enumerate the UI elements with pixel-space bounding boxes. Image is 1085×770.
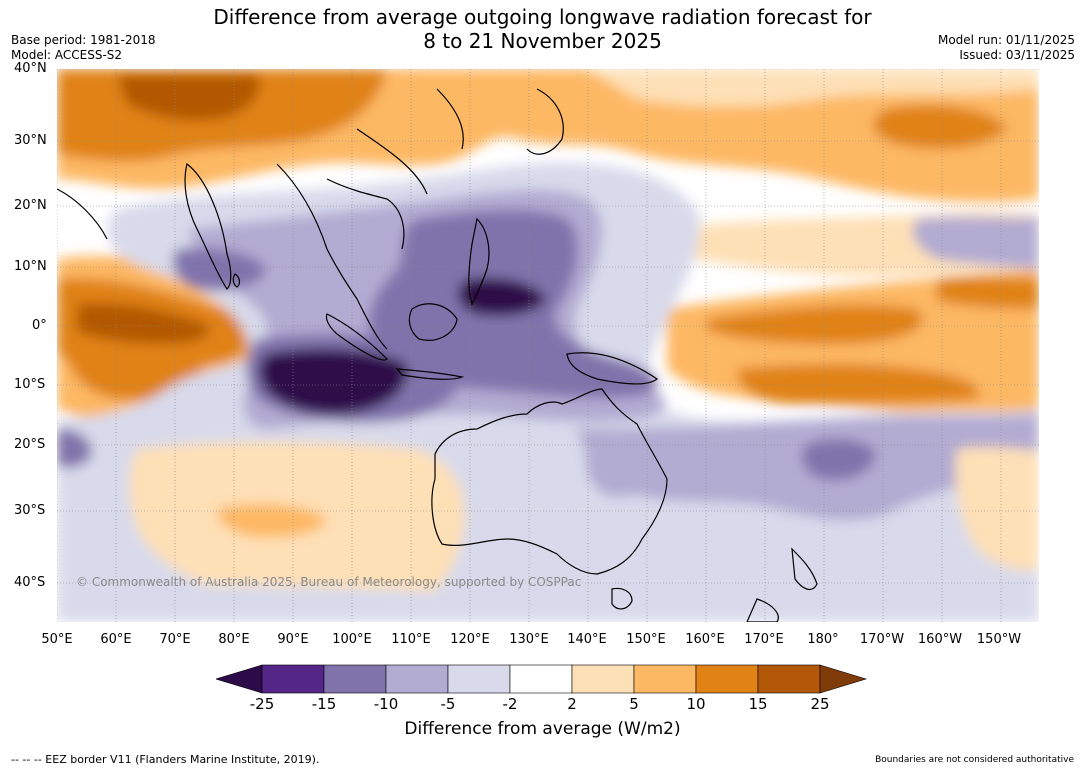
- colorbar-segment: [571, 664, 635, 694]
- map-title-line2: 8 to 21 November 2025: [423, 29, 662, 53]
- colorbar-tick: 15: [748, 695, 768, 713]
- indian-ocean-core-region: [77, 303, 210, 344]
- lon-label: 170°W: [859, 632, 905, 647]
- philippines-coastline: [468, 217, 490, 306]
- lat-label: 20°N: [14, 198, 47, 213]
- lon-label: 150°W: [976, 632, 1022, 647]
- lat-label: 10°N: [14, 259, 47, 274]
- equatorial-pacific-strong-region: [707, 304, 923, 344]
- sri-lanka-coastline: [232, 273, 241, 288]
- east-australia-negative-region: [585, 447, 657, 498]
- colorbar-under-arrow: [216, 664, 263, 694]
- colorbar-tick: -2: [502, 695, 518, 713]
- lat-label: 40°S: [14, 575, 46, 590]
- arabia-coastline: [57, 188, 108, 240]
- lon-label: 130°E: [509, 632, 549, 647]
- lon-label: 80°E: [218, 632, 250, 647]
- coastlines: [57, 88, 818, 622]
- lon-label: 160°E: [685, 632, 725, 647]
- new-guinea-coastline: [566, 352, 659, 385]
- australia-coastline: [431, 388, 668, 575]
- lon-label: 60°E: [100, 632, 132, 647]
- lon-label: 150°E: [626, 632, 666, 647]
- east-pacific-negative-region: [913, 216, 1039, 269]
- south-pacific-strong-region: [737, 364, 979, 404]
- copyright-notice: © Commonwealth of Australia 2025, Bureau…: [76, 575, 582, 589]
- lon-label: 50°E: [41, 632, 73, 647]
- colorbar-tick: -5: [440, 695, 456, 713]
- colorbar-segment: [633, 664, 697, 694]
- lat-label: 20°S: [14, 437, 46, 452]
- lon-label: 180°: [807, 632, 839, 647]
- new-zealand-coastline: [746, 547, 818, 622]
- southeast-pacific-light-region: [955, 446, 1039, 571]
- lon-label: 170°E: [744, 632, 784, 647]
- se-asia-coastline: [276, 163, 405, 350]
- olr-anomaly-map: [57, 69, 1039, 622]
- anomaly-field: [57, 69, 1039, 622]
- tasmania-coastline: [611, 587, 633, 610]
- east-pacific-strong-region: [937, 276, 1039, 309]
- india-coastline: [184, 162, 232, 290]
- base-period-text: Base period: 1981-2018: [11, 33, 156, 47]
- indian-ocean-east-core-region: [259, 348, 408, 415]
- colorbar-segment: [757, 664, 821, 694]
- south-pacific-core-region: [802, 438, 877, 481]
- colorbar-segment: [261, 664, 325, 694]
- southern-ocean-light-negative: [57, 584, 1039, 622]
- colorbar-tick: -15: [311, 695, 337, 713]
- eez-border-note: -- -- -- EEZ border V11 (Flanders Marine…: [11, 753, 320, 766]
- map-title-line1: Difference from average outgoing longwav…: [213, 5, 872, 29]
- colorbar-segment: [385, 664, 449, 694]
- bay-of-bengal-negative-region: [173, 247, 267, 291]
- lon-label: 140°E: [567, 632, 607, 647]
- model-text: Model: ACCESS-S2: [11, 48, 123, 62]
- sumatra-coastline: [325, 313, 388, 361]
- lat-label: 30°N: [14, 133, 47, 148]
- colorbar-segment: [447, 664, 511, 694]
- lon-label: 110°E: [391, 632, 431, 647]
- lat-label: 0°: [32, 318, 47, 333]
- model-run-text: Model run: 01/11/2025: [937, 33, 1075, 47]
- colorbar-tick: 5: [629, 695, 639, 713]
- southern-indian-moderate-region: [217, 503, 327, 538]
- colorbar-over-arrow: [819, 664, 868, 694]
- lon-label: 90°E: [277, 632, 309, 647]
- lat-label: 30°S: [14, 503, 46, 518]
- borneo-coastline: [408, 303, 458, 341]
- colorbar-tick: 25: [810, 695, 830, 713]
- lon-label: 120°E: [450, 632, 490, 647]
- north-pacific-strong-region: [873, 105, 1007, 149]
- java-coastline: [395, 368, 465, 380]
- colorbar-tick: 10: [686, 695, 706, 713]
- colorbar-segment: [509, 664, 573, 694]
- lon-label: 160°W: [917, 632, 963, 647]
- southwest-indian-negative-region: [57, 428, 92, 468]
- boundaries-disclaimer: Boundaries are not considered authoritat…: [875, 755, 1074, 765]
- colorbar-segment: [695, 664, 759, 694]
- china-coastline: [356, 88, 464, 195]
- colorbar-segment: [323, 664, 387, 694]
- graticule: [57, 69, 1039, 622]
- colorbar-tick: 2: [567, 695, 577, 713]
- colorbar-tick: -10: [373, 695, 399, 713]
- colorbar-title: Difference from average (W/m2): [404, 719, 681, 739]
- colorbar-tick: -25: [249, 695, 275, 713]
- japan-coastline: [526, 88, 564, 155]
- north-east-light-region: [587, 69, 1039, 107]
- lon-label: 70°E: [159, 632, 191, 647]
- lat-label: 40°N: [14, 61, 47, 76]
- colorbar: [216, 664, 868, 694]
- lon-label: 100°E: [332, 632, 372, 647]
- north-west-core-region: [117, 74, 260, 121]
- map-canvas: [57, 69, 1039, 622]
- issued-text: Issued: 03/11/2025: [959, 48, 1075, 62]
- lat-label: 10°S: [14, 377, 46, 392]
